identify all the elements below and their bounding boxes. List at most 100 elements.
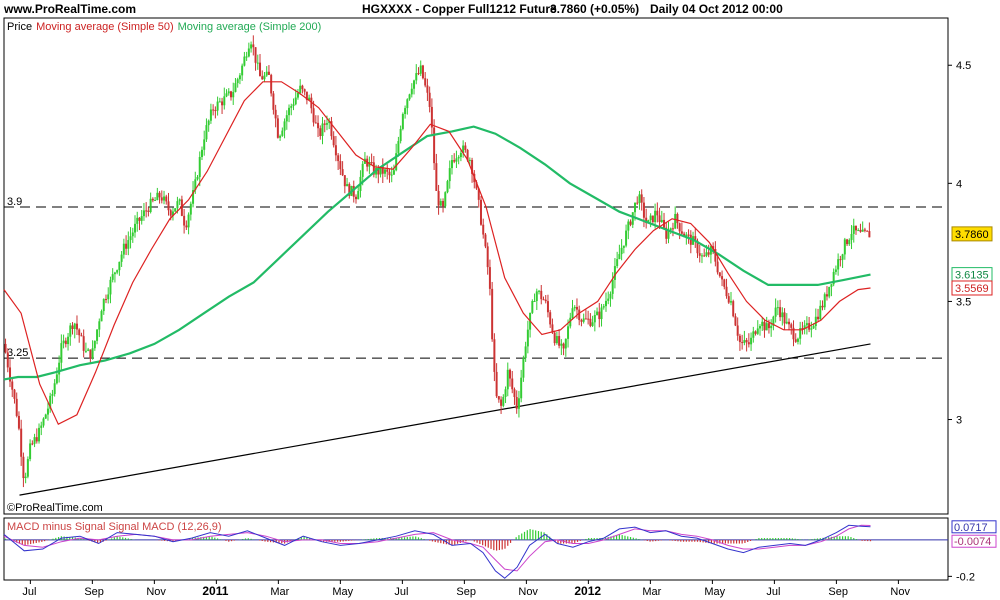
- candle-body: [281, 130, 284, 136]
- candle-body: [167, 201, 170, 211]
- candle-body: [325, 123, 328, 125]
- candle-body: [305, 91, 308, 101]
- candle-body: [569, 317, 572, 327]
- candle-body: [171, 211, 174, 216]
- candle-body: [468, 159, 471, 161]
- candle-body: [299, 85, 302, 93]
- candle-body: [196, 177, 199, 180]
- candle-body: [718, 272, 721, 277]
- candle-body: [676, 213, 679, 224]
- candle-body: [122, 243, 125, 255]
- candle-body: [207, 120, 210, 126]
- candle-body: [127, 240, 130, 249]
- candle-body: [685, 234, 688, 238]
- candle-body: [13, 389, 16, 399]
- site-name[interactable]: www.ProRealTime.com: [4, 2, 137, 16]
- candle-body: [11, 381, 14, 390]
- candle-body: [118, 261, 121, 271]
- candle-body: [328, 121, 331, 124]
- candle-body: [100, 311, 103, 322]
- candle-body: [330, 121, 333, 137]
- candle-body: [341, 169, 344, 176]
- candle-body: [442, 201, 445, 207]
- candle-body: [792, 327, 795, 340]
- candle-body: [455, 158, 458, 162]
- legend-price: Price Moving average (Simple 50) Moving av…: [7, 21, 321, 33]
- candle-body: [660, 219, 663, 223]
- candle-body: [444, 192, 447, 207]
- x-tick-label: Sep: [84, 586, 104, 598]
- candle-body: [109, 279, 112, 295]
- candle-body: [765, 323, 768, 331]
- candle-body: [198, 157, 201, 178]
- candle-body: [352, 185, 355, 197]
- candle-body: [555, 336, 558, 344]
- candle-body: [192, 190, 195, 204]
- candle-body: [241, 65, 244, 76]
- candle-body: [522, 358, 525, 378]
- candle-body: [91, 348, 94, 359]
- candle-body: [625, 230, 628, 246]
- candle-body: [288, 107, 291, 116]
- candle-body: [761, 321, 764, 327]
- candle-body: [698, 253, 701, 256]
- candle-body: [611, 279, 614, 294]
- candle-body: [69, 325, 72, 337]
- candle-body: [392, 170, 395, 175]
- candle-body: [517, 398, 520, 409]
- candle-body: [756, 328, 759, 334]
- candle-body: [796, 338, 799, 342]
- candle-body: [55, 374, 58, 384]
- candle-body: [486, 246, 489, 268]
- macd-last-tag-label: 0.0717: [954, 522, 988, 534]
- candle-body: [424, 78, 427, 86]
- candle-body: [515, 397, 518, 409]
- candle-body: [745, 340, 748, 343]
- x-tick-label: Mar: [270, 586, 289, 598]
- candle-body: [319, 128, 322, 137]
- candle-body: [604, 300, 607, 307]
- candle-body: [544, 299, 547, 302]
- candle-body: [696, 240, 699, 254]
- candle-body: [727, 296, 730, 303]
- candle-body: [102, 299, 105, 312]
- candle-body: [205, 125, 208, 140]
- candle-body: [500, 399, 503, 406]
- candle-body: [814, 316, 817, 327]
- candle-body: [459, 152, 462, 158]
- last-quote: 3.7860 (+0.05%): [550, 2, 640, 16]
- candle-body: [17, 415, 20, 429]
- candle-body: [149, 198, 152, 213]
- candle-body: [89, 349, 92, 359]
- trendline: [19, 343, 871, 496]
- candle-body: [160, 197, 163, 201]
- candle-body: [421, 65, 424, 79]
- candle-body: [533, 301, 536, 303]
- legend-ma200: Moving average (Simple 200): [178, 21, 322, 33]
- candle-body: [214, 110, 217, 112]
- candle-body: [584, 318, 587, 320]
- candle-body: [636, 202, 639, 204]
- candle-body: [410, 88, 413, 95]
- candle-body: [752, 331, 755, 338]
- candle-body: [51, 394, 54, 396]
- candle-body: [549, 312, 552, 325]
- candle-body: [495, 371, 498, 397]
- candle-body: [183, 215, 186, 226]
- candle-body: [125, 243, 128, 249]
- candle-body: [810, 328, 813, 330]
- histogram-last-tag-box: [951, 534, 997, 548]
- candle-body: [511, 378, 514, 390]
- candle-body: [163, 196, 166, 201]
- candle-body: [687, 234, 690, 236]
- candle-body: [821, 305, 824, 308]
- candle-body: [841, 254, 844, 260]
- candle-body: [721, 276, 724, 280]
- candle-body: [343, 175, 346, 187]
- candle-body: [642, 202, 645, 218]
- candle-body: [732, 301, 735, 317]
- candle-body: [147, 210, 150, 213]
- candle-body: [453, 160, 456, 162]
- y-tick-label: 4: [956, 178, 962, 190]
